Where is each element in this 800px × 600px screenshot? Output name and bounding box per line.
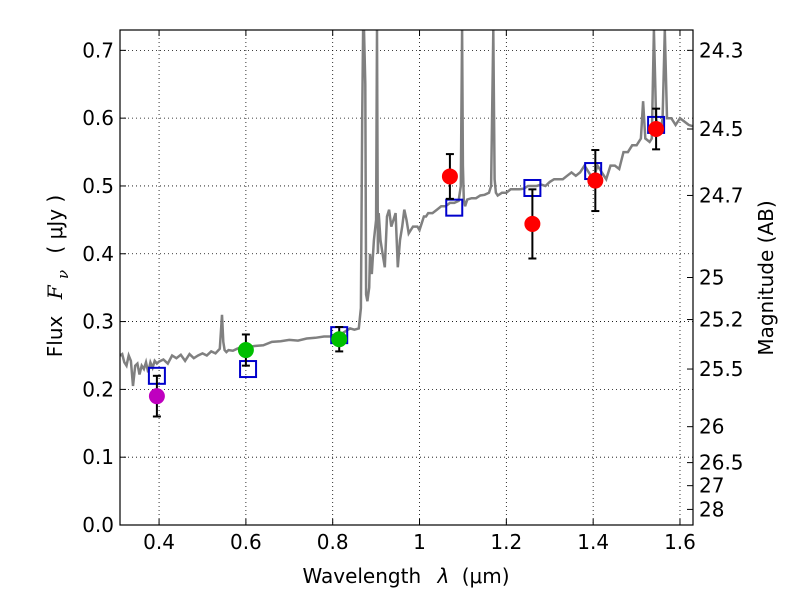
observed-point bbox=[148, 388, 165, 405]
x-tick-label: 1.2 bbox=[490, 530, 522, 554]
observed-point bbox=[648, 121, 665, 137]
x-axis-unit: (μm) bbox=[462, 564, 510, 588]
y-tick-label: 0.6 bbox=[82, 106, 114, 130]
magnitude-tick-label: 26.5 bbox=[699, 451, 744, 475]
y-tick-label: 0.1 bbox=[82, 445, 114, 469]
plot-frame bbox=[119, 29, 694, 526]
model-photometry-square bbox=[239, 360, 258, 379]
x-tick-label: 0.6 bbox=[230, 530, 262, 554]
magnitude-tick-label: 25.2 bbox=[699, 308, 744, 332]
model-spectrum-line bbox=[120, 30, 693, 387]
y-tick-label: 0.5 bbox=[82, 174, 114, 198]
observed-point bbox=[587, 172, 604, 189]
plot-area bbox=[120, 30, 693, 418]
observed-point bbox=[237, 342, 254, 359]
observed-point bbox=[524, 215, 541, 232]
magnitude-tick-label: 25 bbox=[699, 266, 724, 290]
axis-ticks bbox=[120, 30, 693, 526]
y-axis-subscript: ν bbox=[54, 270, 72, 279]
x-axis-label: Wavelength bbox=[302, 564, 421, 588]
y-tick-label: 0.2 bbox=[82, 377, 114, 401]
y-tick-label: 0.3 bbox=[82, 310, 114, 334]
y-tick-label: 0.4 bbox=[82, 242, 114, 266]
grid-lines bbox=[120, 30, 693, 526]
magnitude-tick-label: 24.5 bbox=[699, 117, 744, 141]
observed-point bbox=[441, 168, 458, 185]
model-photometry-squares bbox=[147, 115, 666, 385]
magnitude-tick-label: 27 bbox=[699, 474, 724, 498]
magnitude-tick-label: 24.3 bbox=[699, 38, 744, 62]
y2-axis-title: Magnitude (AB) bbox=[754, 200, 778, 355]
y-tick-label: 0.7 bbox=[82, 38, 114, 62]
observed-point bbox=[331, 331, 348, 348]
magnitude-tick-label: 25.5 bbox=[699, 357, 744, 381]
magnitude-tick-label: 26 bbox=[699, 415, 724, 439]
observed-photometry bbox=[148, 107, 665, 418]
y-axis-title: Flux F ν ( μJy ) bbox=[43, 195, 73, 357]
x-tick-label: 0.4 bbox=[143, 530, 175, 554]
y-axis-unit: ( μJy ) bbox=[43, 195, 67, 254]
x-tick-labels: 0.4 0.6 0.8 1 1.2 1.4 1.6 bbox=[143, 530, 696, 554]
y-tick-label: 0.0 bbox=[82, 513, 114, 537]
magnitude-tick-label: 24.7 bbox=[699, 183, 744, 207]
x-tick-label: 0.8 bbox=[317, 530, 349, 554]
x-tick-label: 1.6 bbox=[664, 530, 696, 554]
model-photometry-square bbox=[445, 198, 464, 217]
x-tick-label: 1.4 bbox=[577, 530, 609, 554]
y-axis-label: Flux bbox=[43, 315, 67, 357]
x-tick-label: 1 bbox=[413, 530, 426, 554]
x-axis-title: Wavelength λ (μm) bbox=[302, 564, 509, 588]
y-tick-labels: 0.0 0.1 0.2 0.3 0.4 0.5 0.6 0.7 bbox=[82, 38, 114, 537]
y-axis-variable: F bbox=[43, 284, 67, 300]
x-axis-variable: λ bbox=[437, 564, 450, 588]
magnitude-tick-label: 28 bbox=[699, 497, 724, 521]
